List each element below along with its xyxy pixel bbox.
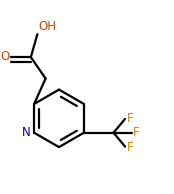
Text: OH: OH [38, 20, 56, 33]
Text: F: F [126, 112, 133, 125]
Text: N: N [22, 126, 31, 139]
Text: F: F [126, 141, 133, 154]
Text: F: F [133, 126, 140, 139]
Text: O: O [0, 50, 9, 63]
